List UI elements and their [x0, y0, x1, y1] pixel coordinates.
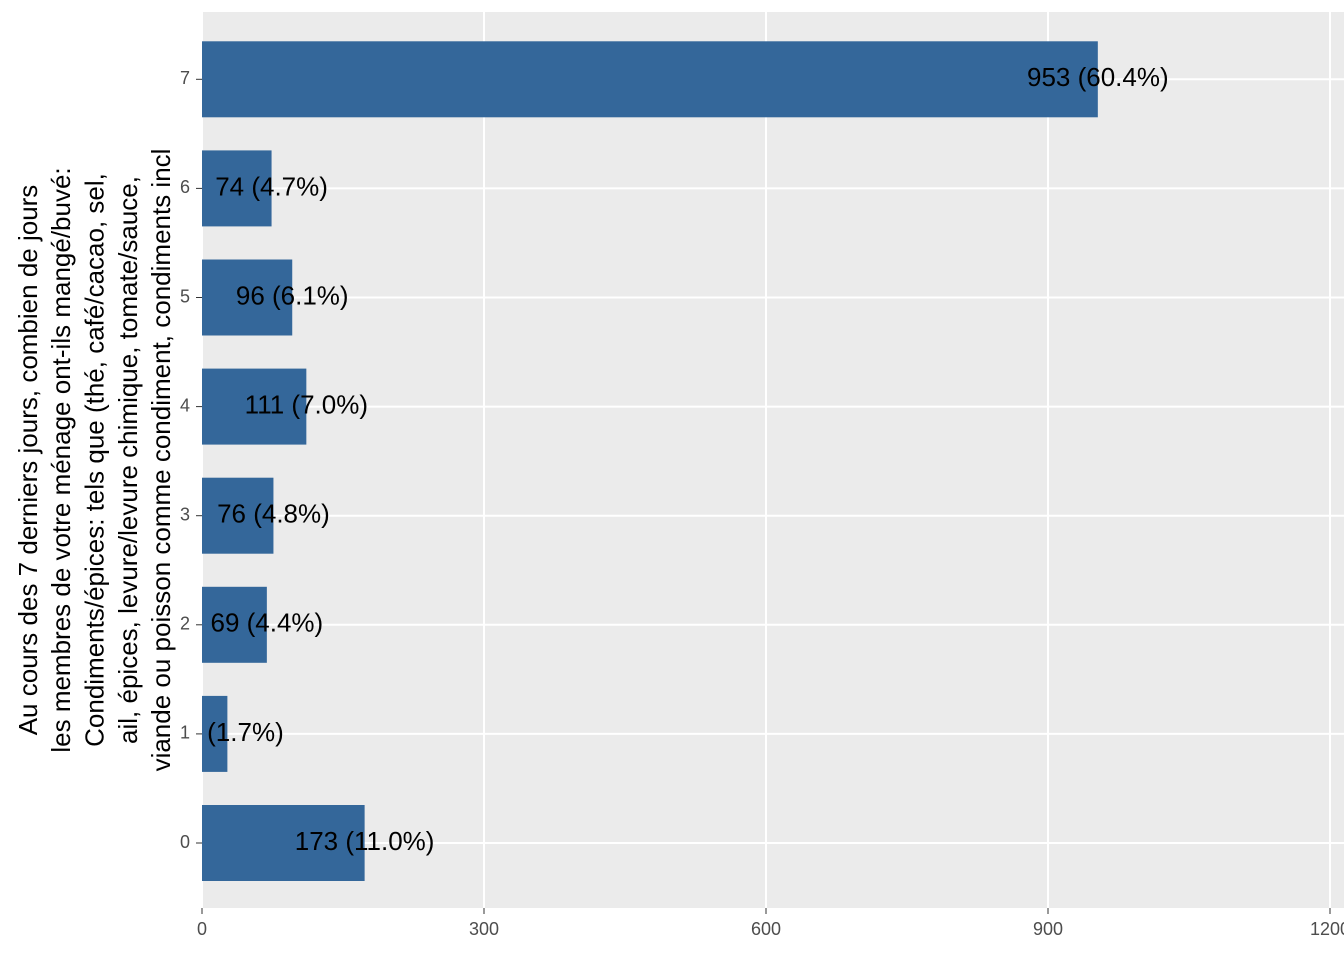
y-axis-title: les membres de votre ménage ont-ils mang…	[46, 167, 76, 752]
y-tick-label: 0	[180, 832, 190, 852]
y-axis-title: viande ou poisson comme condiment, condi…	[146, 149, 176, 772]
x-tick-label: 0	[197, 919, 207, 939]
y-tick-label: 7	[180, 68, 190, 88]
bar	[202, 150, 272, 227]
bar	[202, 586, 267, 663]
y-tick-label: 1	[180, 723, 190, 743]
y-tick-label: 5	[180, 286, 190, 306]
bar	[202, 477, 274, 554]
y-axis-title: Au cours des 7 derniers jours, combien d…	[13, 185, 43, 736]
value-label: 69 (4.4%)	[210, 608, 323, 638]
y-tick-label: 4	[180, 395, 190, 415]
value-label: 96 (6.1%)	[236, 280, 349, 310]
panel	[202, 12, 1344, 908]
y-axis-title: ail, épices, levure/levure chimique, tom…	[113, 176, 143, 744]
bar	[202, 41, 1098, 118]
x-tick-label: 300	[469, 919, 499, 939]
value-label: 76 (4.8%)	[217, 499, 330, 529]
y-tick-label: 2	[180, 614, 190, 634]
value-label: 27 (1.7%)	[171, 717, 284, 747]
bar	[202, 259, 293, 336]
bar	[202, 695, 228, 772]
x-tick-label: 600	[751, 919, 781, 939]
y-tick-label: 6	[180, 177, 190, 197]
y-tick-label: 3	[180, 504, 190, 524]
x-tick-label: 900	[1033, 919, 1063, 939]
value-label: 953 (60.4%)	[1027, 62, 1169, 92]
value-label: 173 (11.0%)	[295, 826, 435, 856]
value-label: 111 (7.0%)	[245, 389, 368, 419]
y-axis-title: Condiments/épices: tels que (thé, café/c…	[79, 173, 109, 747]
value-label: 74 (4.7%)	[215, 171, 328, 201]
bar	[202, 805, 365, 881]
bar	[202, 368, 307, 445]
